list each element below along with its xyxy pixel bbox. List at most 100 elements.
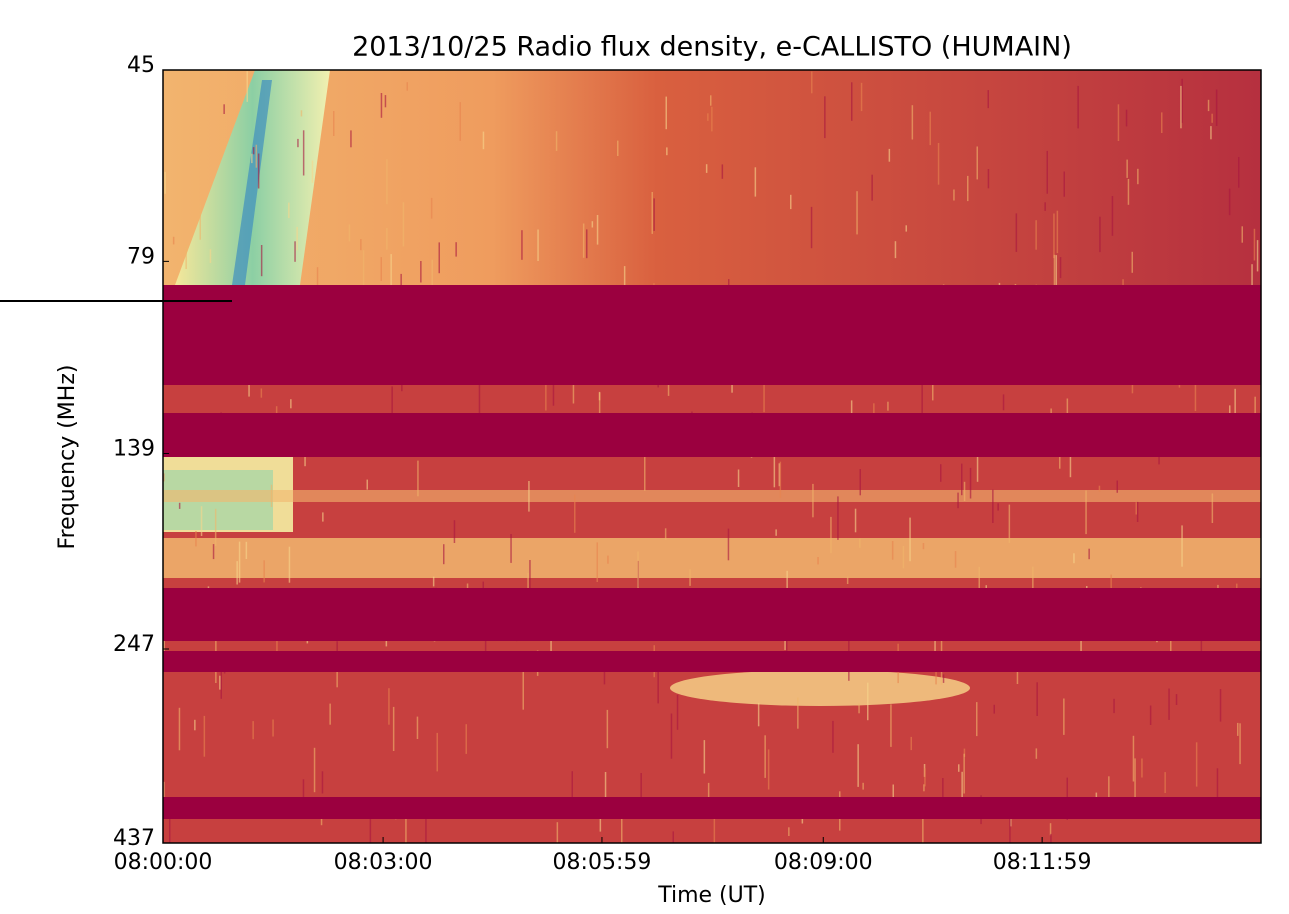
y-tick-label: 437: [113, 826, 155, 851]
x-tick-label: 08:05:59: [553, 850, 652, 875]
texture-streak: [859, 539, 861, 548]
texture-streak: [797, 698, 799, 729]
texture-streak: [963, 754, 965, 794]
texture-streak: [988, 90, 990, 108]
texture-streak: [847, 577, 849, 584]
texture-streak: [970, 468, 972, 499]
texture-streak: [1210, 126, 1212, 139]
texture-streak: [1220, 689, 1222, 722]
texture-streak: [930, 112, 932, 145]
texture-streak: [1239, 723, 1241, 764]
texture-streak: [388, 688, 390, 725]
texture-streak: [386, 159, 388, 204]
texture-streak: [764, 735, 766, 778]
texture-streak: [1208, 100, 1210, 111]
spectrum-band: [163, 538, 1261, 578]
texture-streak: [179, 503, 181, 509]
texture-streak: [811, 207, 813, 248]
texture-streak: [349, 224, 351, 241]
texture-streak: [940, 464, 942, 482]
texture-streak: [236, 561, 238, 584]
texture-streak: [758, 703, 760, 726]
texture-streak: [1133, 736, 1135, 782]
texture-streak: [867, 683, 869, 721]
texture-streak: [201, 506, 203, 536]
texture-streak: [755, 167, 757, 196]
texture-streak: [288, 203, 290, 219]
texture-streak: [1126, 160, 1128, 178]
texture-streak: [200, 204, 202, 240]
texture-streak: [1060, 257, 1062, 278]
y-axis-label: Frequency (MHz): [55, 365, 80, 550]
texture-streak: [179, 708, 181, 751]
masked-band: [163, 797, 1261, 819]
texture-streak: [290, 399, 292, 408]
texture-streak: [851, 82, 853, 121]
texture-streak: [964, 482, 966, 501]
texture-streak: [329, 704, 331, 725]
texture-streak: [738, 470, 740, 488]
texture-streak: [252, 721, 254, 739]
texture-streak: [856, 191, 858, 234]
texture-streak: [303, 130, 305, 175]
texture-streak: [454, 520, 456, 543]
texture-streak: [431, 198, 433, 219]
texture-streak: [1112, 196, 1114, 236]
texture-streak: [1161, 112, 1163, 133]
x-tick-label: 08:00:00: [114, 850, 213, 875]
texture-streak: [296, 227, 298, 251]
texture-streak: [957, 493, 959, 509]
texture-streak: [861, 83, 863, 111]
texture-streak: [583, 224, 585, 258]
texture-streak: [381, 93, 383, 118]
texture-streak: [1136, 502, 1138, 514]
texture-streak: [403, 202, 405, 246]
texture-streak: [523, 666, 525, 710]
texture-streak: [253, 147, 255, 154]
texture-streak: [386, 228, 388, 250]
texture-streak: [312, 161, 314, 183]
texture-streak: [666, 97, 668, 130]
texture-streak: [1164, 772, 1166, 793]
texture-streak: [938, 143, 940, 185]
texture-streak: [953, 190, 955, 201]
texture-streak: [528, 481, 530, 512]
texture-streak: [857, 744, 859, 787]
texture-streak: [706, 164, 708, 173]
texture-streak: [790, 195, 792, 209]
texture-streak: [811, 72, 813, 94]
texture-streak: [194, 720, 196, 731]
chart: 2013/10/25 Radio flux density, e-CALLIST…: [0, 0, 1289, 914]
texture-streak: [460, 102, 462, 141]
texture-streak: [173, 237, 175, 245]
texture-streak: [1073, 553, 1075, 563]
texture-streak: [1128, 179, 1130, 205]
texture-streak: [455, 242, 457, 256]
texture-streak: [924, 768, 926, 786]
texture-streak: [1035, 220, 1037, 250]
texture-streak: [640, 773, 642, 797]
texture-streak: [574, 495, 576, 533]
texture-streak: [256, 145, 258, 168]
texture-streak: [185, 245, 187, 269]
texture-streak: [1176, 694, 1178, 705]
texture-streak: [992, 490, 994, 523]
texture-streak: [976, 702, 978, 736]
texture-streak: [1099, 486, 1101, 492]
masked-band: [163, 285, 1261, 385]
texture-streak: [851, 400, 853, 414]
chart-title: 2013/10/25 Radio flux density, e-CALLIST…: [352, 32, 1072, 63]
spectrum-region: [163, 70, 1261, 285]
texture-streak: [1003, 394, 1005, 410]
texture-streak: [711, 107, 713, 132]
texture-streak: [621, 815, 623, 854]
masked-band: [163, 588, 1261, 641]
y-tick-label: 139: [113, 436, 155, 461]
texture-streak: [1064, 172, 1066, 197]
texture-streak: [271, 485, 273, 507]
texture-streak: [911, 737, 913, 750]
texture-streak: [466, 724, 468, 754]
texture-streak: [653, 198, 655, 231]
texture-streak: [223, 104, 225, 114]
x-tick-label: 08:09:00: [774, 850, 873, 875]
